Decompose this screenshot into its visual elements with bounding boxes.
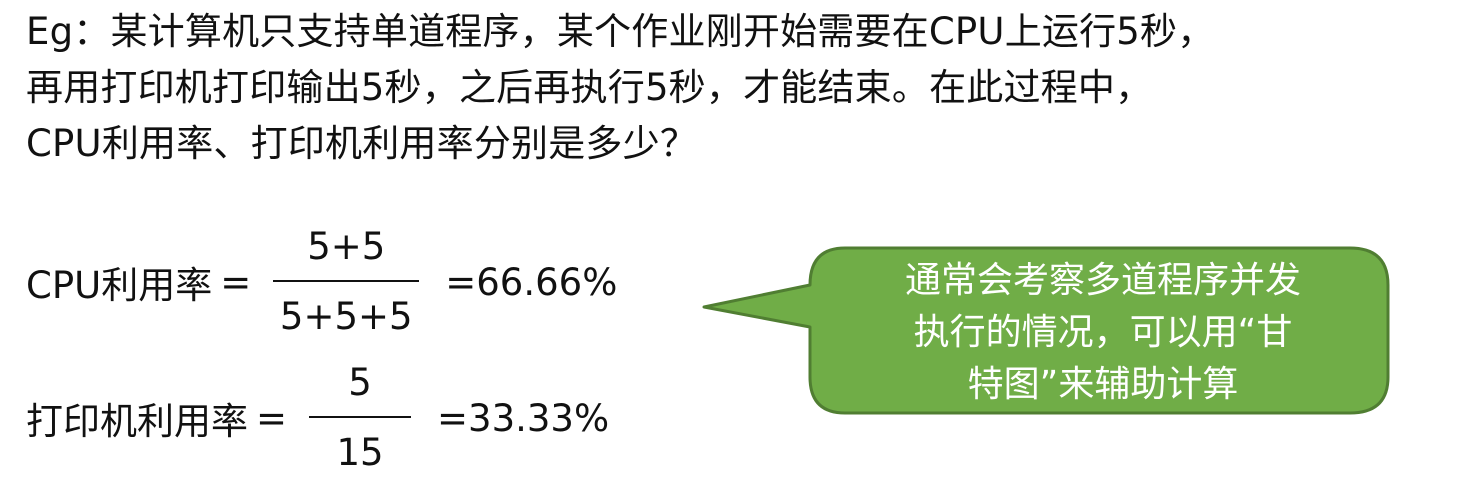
callout-line-1: 通常会考察多道程序并发 [904, 260, 1301, 301]
cpu-fraction: 5+5 5+5+5 [273, 224, 420, 340]
printer-utilization-formula: 打印机利用率 = 5 15 = 33.33% [26, 360, 609, 476]
cpu-fraction-bar [273, 280, 420, 282]
cpu-denominator: 5+5+5 [279, 295, 413, 338]
printer-numerator: 5 [348, 361, 372, 404]
printer-fraction: 5 15 [309, 360, 412, 476]
cpu-result-equals-sign: = [445, 260, 477, 304]
printer-utilization-result: 33.33% [468, 396, 610, 440]
cpu-utilization-label: CPU利用率 [26, 264, 213, 307]
callout-line-3: 特图”来辅助计算 [967, 364, 1239, 405]
problem-line-1: Eg：某计算机只支持单道程序，某个作业刚开始需要在CPU上运行5秒， [26, 10, 1215, 53]
printer-denominator: 15 [336, 431, 384, 474]
printer-result-equals-sign: = [437, 396, 469, 440]
callout-text: 通常会考察多道程序并发 执行的情况，可以用“甘 特图”来辅助计算 [822, 255, 1384, 411]
cpu-utilization-formula: CPU利用率 = 5+5 5+5+5 = 66.66% [26, 224, 617, 340]
speech-bubble-shape [702, 246, 1390, 415]
callout-line-2: 执行的情况，可以用“甘 [913, 312, 1293, 353]
problem-line-3: CPU利用率、打印机利用率分别是多少？ [26, 122, 698, 165]
cpu-utilization-result: 66.66% [476, 260, 618, 304]
printer-equals-sign: = [256, 396, 288, 440]
printer-utilization-label: 打印机利用率 [26, 400, 248, 443]
problem-line-2: 再用打印机打印输出5秒，之后再执行5秒，才能结束。在此过程中， [26, 66, 1153, 109]
printer-fraction-bar [309, 416, 412, 418]
cpu-equals-sign: = [220, 260, 252, 304]
gantt-chart-hint-callout: 通常会考察多道程序并发 执行的情况，可以用“甘 特图”来辅助计算 [700, 245, 1400, 420]
problem-statement: Eg：某计算机只支持单道程序，某个作业刚开始需要在CPU上运行5秒， 再用打印机… [26, 4, 1446, 172]
cpu-numerator: 5+5 [307, 225, 386, 268]
